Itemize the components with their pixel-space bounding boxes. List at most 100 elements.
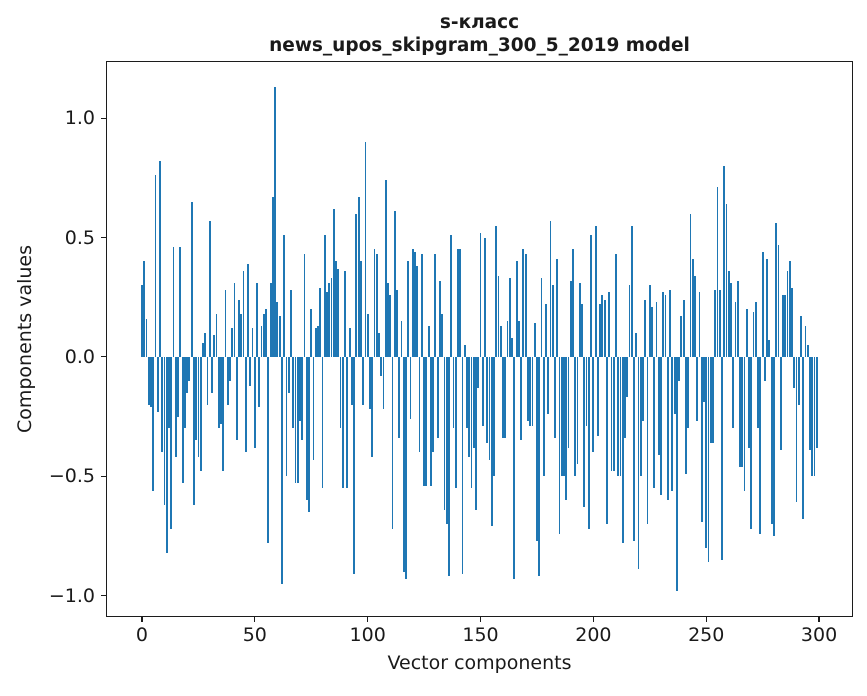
bar — [497, 275, 500, 357]
y-tick-label: 0.5 — [64, 226, 95, 249]
bar — [705, 356, 708, 548]
bar — [795, 356, 798, 503]
bar — [360, 261, 362, 357]
bar — [168, 356, 170, 429]
bar — [378, 333, 380, 357]
bar — [389, 294, 392, 357]
bar — [554, 356, 556, 439]
bar — [396, 290, 398, 357]
bar — [206, 356, 209, 405]
bar — [504, 356, 507, 439]
bar — [563, 356, 565, 477]
bar — [242, 270, 245, 357]
bar — [709, 356, 712, 443]
bar — [725, 204, 728, 357]
bar — [608, 292, 611, 357]
bar — [170, 356, 173, 529]
bar — [204, 333, 207, 357]
bar — [691, 259, 694, 357]
bar — [238, 299, 240, 357]
bar — [197, 356, 200, 458]
bar — [533, 323, 536, 357]
bar — [344, 270, 346, 357]
bar — [229, 356, 231, 381]
axes-spine-left — [105, 62, 107, 616]
bar — [734, 302, 737, 357]
bar — [211, 356, 213, 393]
bar — [495, 225, 498, 357]
bar — [271, 196, 274, 357]
bar — [481, 356, 484, 427]
bar — [770, 356, 773, 524]
bar — [716, 187, 719, 357]
bar — [773, 356, 775, 536]
bar — [660, 356, 662, 496]
bar — [811, 356, 814, 477]
bar — [429, 356, 432, 486]
bar — [414, 251, 416, 357]
bar — [357, 196, 360, 357]
bar — [380, 356, 383, 376]
bar — [235, 356, 238, 441]
bar — [402, 356, 405, 572]
bar — [800, 316, 802, 357]
bar — [341, 356, 344, 489]
bar — [445, 356, 448, 524]
bar — [689, 213, 692, 357]
bar — [407, 261, 410, 357]
bar — [671, 356, 674, 491]
x-tick-label: 0 — [135, 624, 149, 646]
bar — [712, 356, 714, 443]
bar — [301, 356, 304, 441]
bar — [615, 254, 617, 357]
bar — [262, 313, 265, 357]
bar — [813, 356, 816, 477]
bar — [527, 356, 529, 422]
bar — [339, 356, 342, 429]
bar — [587, 356, 590, 529]
bar — [165, 356, 168, 553]
bar — [624, 356, 626, 439]
bar — [177, 356, 179, 417]
bar — [748, 356, 750, 448]
bar — [479, 232, 482, 357]
bar — [181, 356, 184, 484]
bar — [531, 356, 534, 427]
bar — [434, 254, 437, 357]
bar — [522, 249, 525, 357]
bar — [222, 356, 225, 472]
bar — [332, 208, 335, 357]
bar — [599, 304, 602, 357]
plot-area: 0 50 100 150 200 250 300 1.0 0.5 0.0 −0.5 −1.0 — [49, 60, 854, 646]
bar — [443, 356, 446, 510]
bar — [572, 249, 574, 357]
x-axis-label: Vector components — [387, 652, 572, 674]
bar — [411, 249, 414, 357]
x-tick-label: 50 — [242, 624, 267, 646]
bar — [646, 356, 649, 524]
y-tick-label: 0.0 — [64, 345, 95, 368]
x-tick-mark — [254, 617, 256, 623]
bar — [375, 254, 378, 357]
bar — [202, 342, 204, 357]
bar — [610, 356, 613, 472]
bar — [441, 313, 444, 357]
axes-spine-top — [106, 60, 853, 62]
bar — [244, 356, 247, 453]
bar — [348, 328, 351, 357]
bar — [382, 356, 385, 410]
y-axis-label: Components values — [14, 244, 36, 434]
bar — [628, 285, 631, 357]
bar — [513, 356, 516, 579]
bar — [743, 356, 746, 491]
bar — [590, 235, 592, 357]
bar — [226, 356, 229, 405]
bar — [475, 356, 477, 510]
axes-spine-right — [852, 62, 854, 616]
bar — [797, 356, 800, 405]
bar — [486, 356, 489, 443]
y-tick-label: −0.5 — [48, 465, 95, 488]
bar — [172, 247, 175, 357]
x-tick-label: 100 — [349, 624, 386, 646]
y-tick-mark — [100, 117, 106, 119]
